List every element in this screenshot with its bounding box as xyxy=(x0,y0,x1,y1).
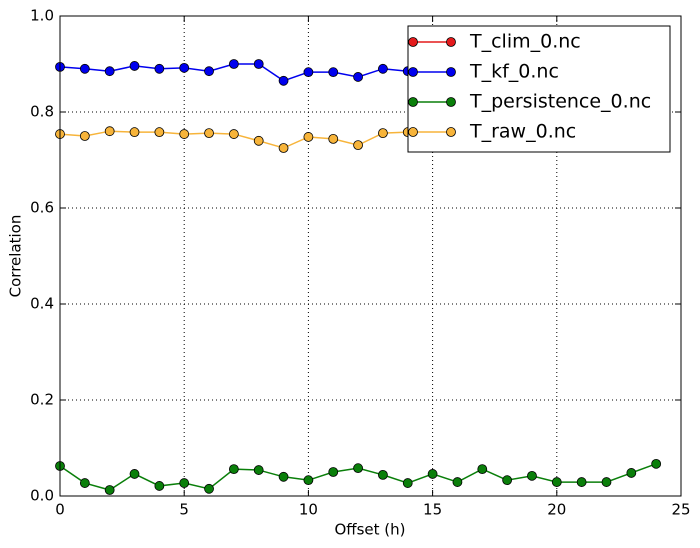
data-point xyxy=(353,140,363,151)
x-axis-label: Offset (h) xyxy=(334,521,405,539)
data-point xyxy=(204,483,214,494)
legend-label: T_persistence_0.nc xyxy=(469,91,651,113)
legend: T_clim_0.nc T_kf_0.nc T_persistence_0.nc T_… xyxy=(407,25,671,153)
data-point xyxy=(204,128,214,139)
x-tick-label: 0 xyxy=(55,501,65,519)
data-point xyxy=(576,477,587,487)
legend-label: T_clim_0.nc xyxy=(469,31,581,53)
data-point xyxy=(626,468,637,478)
data-point xyxy=(154,127,165,138)
data-point xyxy=(378,128,388,139)
data-point xyxy=(154,63,165,74)
data-point xyxy=(303,67,314,78)
data-point xyxy=(378,63,388,74)
y-tick-label: 0.8 xyxy=(30,103,54,121)
data-point xyxy=(179,129,190,139)
data-point xyxy=(179,62,190,73)
data-point xyxy=(253,465,264,475)
x-tick-label: 25 xyxy=(671,501,690,519)
data-point xyxy=(228,464,239,475)
data-point xyxy=(179,478,190,488)
y-axis-label: Correlation xyxy=(7,215,25,298)
plot-frame xyxy=(59,15,682,497)
data-point xyxy=(278,471,289,482)
data-point xyxy=(253,135,264,146)
data-point xyxy=(353,72,363,82)
data-point xyxy=(477,464,488,475)
data-point xyxy=(353,463,363,474)
data-point xyxy=(129,127,140,138)
data-point xyxy=(427,469,438,479)
data-point xyxy=(328,67,339,78)
y-tick-label: 0.0 xyxy=(30,487,54,505)
data-point xyxy=(502,475,513,486)
data-point xyxy=(104,485,115,495)
legend-marker xyxy=(446,67,456,77)
data-point xyxy=(378,469,388,480)
data-point xyxy=(303,475,314,486)
y-tick-label: 1.0 xyxy=(30,7,54,25)
legend-marker xyxy=(408,97,418,107)
x-tick-label: 5 xyxy=(179,501,189,519)
y-tick-label: 0.2 xyxy=(30,391,54,409)
data-point xyxy=(452,477,463,487)
data-point xyxy=(402,478,413,488)
legend-marker xyxy=(408,67,418,77)
data-point xyxy=(228,59,239,69)
data-point xyxy=(527,470,537,481)
x-tick-label: 10 xyxy=(299,501,318,519)
legend-marker xyxy=(408,37,418,47)
data-point xyxy=(104,66,115,77)
y-tick-label: 0.4 xyxy=(30,295,54,313)
data-point xyxy=(79,63,90,74)
data-point xyxy=(79,478,90,488)
x-tick-label: 15 xyxy=(423,501,442,519)
data-point xyxy=(104,126,115,137)
data-point xyxy=(253,59,264,69)
legend-marker xyxy=(408,127,418,137)
data-point xyxy=(154,481,165,491)
data-point xyxy=(651,458,662,469)
data-point xyxy=(204,66,214,77)
data-point xyxy=(228,129,239,139)
y-tick-label: 0.6 xyxy=(30,199,54,217)
data-point xyxy=(601,477,612,487)
data-point xyxy=(129,469,140,479)
x-tick-label: 20 xyxy=(547,501,566,519)
legend-marker xyxy=(446,37,456,47)
legend-label: T_kf_0.nc xyxy=(469,61,559,83)
data-point xyxy=(79,131,90,141)
data-point xyxy=(278,143,289,153)
data-point xyxy=(278,75,289,86)
data-point xyxy=(551,477,562,487)
legend-marker xyxy=(446,127,456,137)
legend-label: T_raw_0.nc xyxy=(469,121,576,143)
data-point xyxy=(328,133,339,144)
legend-marker xyxy=(446,97,456,107)
data-point xyxy=(303,132,314,142)
data-point xyxy=(328,467,339,477)
data-point xyxy=(129,61,140,71)
